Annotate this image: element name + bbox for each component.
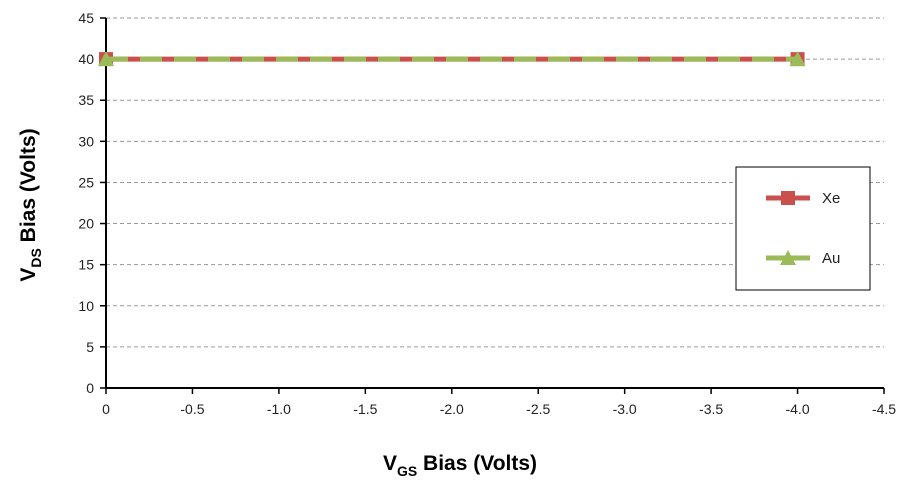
y-tick-label: 15 <box>78 257 94 273</box>
y-tick-label: 25 <box>78 174 94 190</box>
x-tick-label: -4.5 <box>872 401 896 417</box>
legend-marker <box>780 250 796 265</box>
data-point-au <box>98 51 114 67</box>
x-tick-label: -2.0 <box>440 401 464 417</box>
y-tick-label: 0 <box>86 380 94 396</box>
x-tick-label: 0 <box>102 401 110 417</box>
legend-marker <box>781 191 795 205</box>
y-tick-label: 10 <box>78 298 94 314</box>
legend-label: Au <box>822 250 840 267</box>
series-au <box>98 51 806 67</box>
legend: Xe Au <box>735 166 871 291</box>
x-tick-label: -0.5 <box>180 401 204 417</box>
x-tick-label: -3.5 <box>699 401 723 417</box>
x-tick-label: -4.0 <box>785 401 809 417</box>
x-tick-labels: 0 -0.5 -1.0 -1.5 -2.0 -2.5 -3.0 -3.5 -4.0 -4.5 <box>102 401 896 417</box>
y-tick-labels: 0 5 10 15 20 25 30 35 40 45 <box>78 10 94 396</box>
x-tick-label: -1.5 <box>353 401 377 417</box>
legend-label: Xe <box>822 190 840 207</box>
y-axis-title: VDS Bias (Volts) <box>17 128 44 281</box>
axes <box>100 17 885 394</box>
y-tick-label: 45 <box>78 10 94 26</box>
legend-item-xe: Xe <box>766 190 840 207</box>
y-tick-label: 5 <box>86 339 94 355</box>
x-tick-label: -2.5 <box>526 401 550 417</box>
x-axis-title: VGS Bias (Volts) <box>383 452 537 479</box>
x-tick-label: -3.0 <box>613 401 637 417</box>
legend-item-au: Au <box>766 250 840 267</box>
series-layer <box>98 51 806 67</box>
x-tick-label: -1.0 <box>267 401 291 417</box>
legend-box <box>735 166 871 291</box>
y-tick-label: 40 <box>78 51 94 67</box>
data-point-au <box>789 51 806 67</box>
y-tick-label: 30 <box>78 133 94 149</box>
y-tick-label: 35 <box>78 92 94 108</box>
y-tick-label: 20 <box>78 216 94 232</box>
